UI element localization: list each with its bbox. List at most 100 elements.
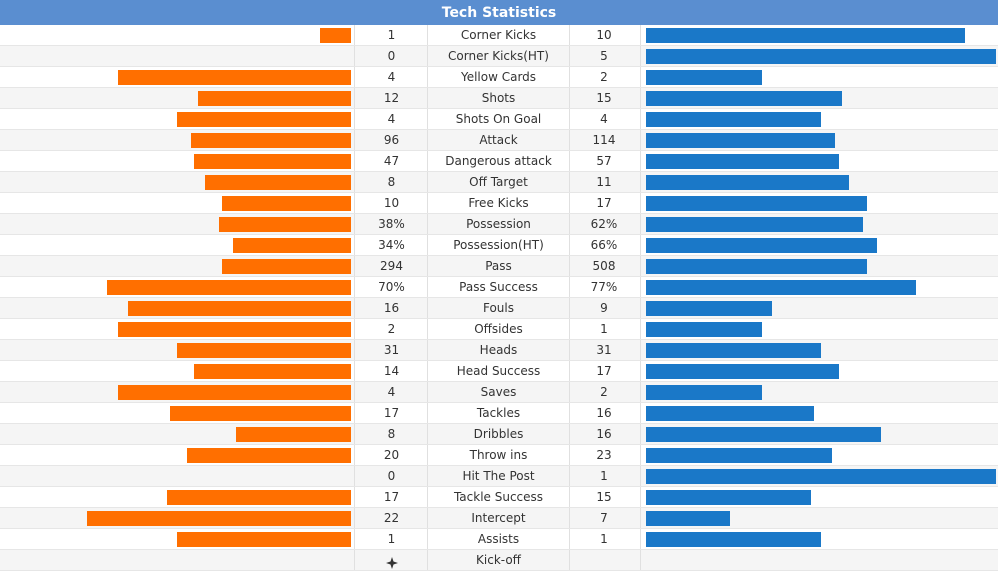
away-bar-cell <box>640 298 998 318</box>
away-bar <box>646 448 832 463</box>
stat-row: 1 Corner Kicks 10 <box>0 25 998 46</box>
away-bar-cell <box>640 382 998 402</box>
away-bar-cell <box>640 361 998 381</box>
stat-row: 70% Pass Success 77% <box>0 277 998 298</box>
home-bar <box>194 154 351 169</box>
home-bar-cell <box>0 151 354 171</box>
away-bar <box>646 406 814 421</box>
away-value: 10 <box>596 28 612 42</box>
home-bar-cell <box>0 109 354 129</box>
away-bar <box>646 70 762 85</box>
away-bar <box>646 364 839 379</box>
home-kickoff-cell <box>354 550 428 570</box>
stat-label: Possession(HT) <box>427 235 570 255</box>
home-bar <box>187 448 351 463</box>
away-bar-cell <box>640 109 998 129</box>
home-bar-cell <box>0 445 354 465</box>
away-bar-cell <box>640 25 998 45</box>
home-bar-cell <box>0 382 354 402</box>
stat-row: 22 Intercept 7 <box>0 508 998 529</box>
away-bar-cell <box>640 235 998 255</box>
home-bar-cell <box>0 67 354 87</box>
stat-label: Saves <box>427 382 570 402</box>
home-bar-cell <box>0 508 354 528</box>
home-bar-cell <box>0 277 354 297</box>
stat-row: 14 Head Success 17 <box>0 361 998 382</box>
away-bar-cell <box>640 46 998 66</box>
stat-row: 0 Corner Kicks(HT) 5 <box>0 46 998 67</box>
stat-row: 17 Tackle Success 15 <box>0 487 998 508</box>
home-value: 17 <box>354 487 428 507</box>
home-bar <box>167 490 351 505</box>
stat-label: Intercept <box>427 508 570 528</box>
away-bar <box>646 301 772 316</box>
away-value: 17 <box>596 196 612 210</box>
away-bar-cell <box>640 340 998 360</box>
away-value: 1 <box>600 532 608 546</box>
away-bar <box>646 238 877 253</box>
stat-label: Corner Kicks <box>427 25 570 45</box>
home-bar-cell <box>0 214 354 234</box>
home-value: 70% <box>354 277 428 297</box>
stat-label: Heads <box>427 340 570 360</box>
away-value: 77% <box>590 280 618 294</box>
home-bar-cell <box>0 550 354 570</box>
stat-label: Pass Success <box>427 277 570 297</box>
home-bar <box>222 196 351 211</box>
home-value: 17 <box>354 403 428 423</box>
away-value: 31 <box>596 343 612 357</box>
home-value: 294 <box>354 256 428 276</box>
away-bar-cell <box>640 550 998 570</box>
home-bar <box>118 322 351 337</box>
away-value: 9 <box>600 301 608 315</box>
stat-row: 17 Tackles 16 <box>0 403 998 424</box>
home-value: 10 <box>354 193 428 213</box>
football-icon <box>385 555 398 569</box>
away-bar <box>646 322 762 337</box>
kickoff-label: Kick-off <box>427 550 570 570</box>
away-value: 17 <box>596 364 612 378</box>
away-bar <box>646 259 867 274</box>
home-bar <box>205 175 351 190</box>
away-bar <box>646 511 730 526</box>
home-value: 1 <box>354 25 428 45</box>
home-value: 4 <box>354 67 428 87</box>
home-value: 8 <box>354 424 428 444</box>
stat-label: Assists <box>427 529 570 549</box>
home-value: 31 <box>354 340 428 360</box>
away-bar-cell <box>640 193 998 213</box>
stat-label: Shots <box>427 88 570 108</box>
stat-row: 294 Pass 508 <box>0 256 998 277</box>
stat-row: 2 Offsides 1 <box>0 319 998 340</box>
stat-row: 47 Dangerous attack 57 <box>0 151 998 172</box>
away-bar-cell <box>640 403 998 423</box>
stat-row: 38% Possession 62% <box>0 214 998 235</box>
home-bar <box>222 259 351 274</box>
home-value: 14 <box>354 361 428 381</box>
away-value: 508 <box>592 259 616 273</box>
home-bar <box>128 301 351 316</box>
away-bar-cell <box>640 151 998 171</box>
home-value: 47 <box>354 151 428 171</box>
away-bar <box>646 217 863 232</box>
away-bar <box>646 385 762 400</box>
home-bar <box>320 28 351 43</box>
home-bar <box>177 343 351 358</box>
stat-label: Yellow Cards <box>427 67 570 87</box>
stat-row: 1 Assists 1 <box>0 529 998 550</box>
away-bar-cell <box>640 130 998 150</box>
away-bar <box>646 154 839 169</box>
kickoff-row: Kick-off <box>0 550 998 571</box>
stat-row: 31 Heads 31 <box>0 340 998 361</box>
stat-label: Possession <box>427 214 570 234</box>
away-value: 1 <box>600 322 608 336</box>
stat-label: Fouls <box>427 298 570 318</box>
away-value: 2 <box>600 70 608 84</box>
away-value: 11 <box>596 175 612 189</box>
away-bar <box>646 490 811 505</box>
page-title: Tech Statistics <box>441 4 557 21</box>
stat-row: 96 Attack 114 <box>0 130 998 151</box>
home-value: 4 <box>354 109 428 129</box>
away-value: 2 <box>600 385 608 399</box>
away-bar <box>646 133 835 148</box>
